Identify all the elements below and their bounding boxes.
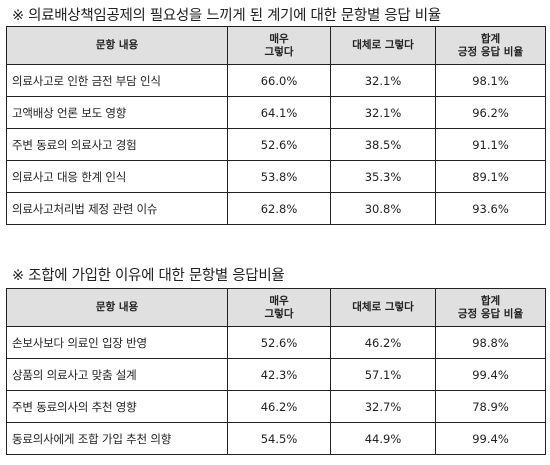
row-very: 52.6% xyxy=(227,326,331,359)
row-very: 42.3% xyxy=(227,358,331,391)
row-very: 53.8% xyxy=(227,160,331,193)
row-mostly: 44.9% xyxy=(330,422,436,455)
table-row: 주변 동료의 의료사고 경험 52.6% 38.5% 91.1% xyxy=(6,128,546,161)
row-very: 46.2% xyxy=(227,390,331,423)
header-mostly: 대체로 그렇다 xyxy=(330,288,436,327)
table-row: 상품의 의료사고 맞춤 설계 42.3% 57.1% 99.4% xyxy=(6,358,546,391)
row-total: 98.8% xyxy=(435,326,546,359)
row-item: 의료사고로 인한 금전 부담 인식 xyxy=(6,64,228,97)
row-very: 52.6% xyxy=(227,128,331,161)
row-total: 93.6% xyxy=(435,192,546,225)
section2-title: ※ 조합에 가입한 이유에 대한 문항별 응답비율 xyxy=(12,268,285,284)
table-row: 손보사보다 의료인 입장 반영 52.6% 46.2% 98.8% xyxy=(6,326,546,359)
header-item: 문항 내용 xyxy=(6,26,228,65)
row-item: 주변 동료의 의료사고 경험 xyxy=(6,128,228,161)
row-total: 99.4% xyxy=(435,358,546,391)
row-mostly: 35.3% xyxy=(330,160,436,193)
header-mostly: 대체로 그렇다 xyxy=(330,26,436,65)
row-total: 89.1% xyxy=(435,160,546,193)
table-header-row: 문항 내용 매우 그렇다 대체로 그렇다 합계 긍정 응답 비율 xyxy=(6,26,546,65)
row-total: 96.2% xyxy=(435,96,546,129)
header-very: 매우 그렇다 xyxy=(227,288,331,327)
table-header-row: 문항 내용 매우 그렇다 대체로 그렇다 합계 긍정 응답 비율 xyxy=(6,288,546,327)
row-total: 78.9% xyxy=(435,390,546,423)
row-item: 손보사보다 의료인 입장 반영 xyxy=(6,326,228,359)
row-very: 62.8% xyxy=(227,192,331,225)
row-mostly: 30.8% xyxy=(330,192,436,225)
table-row: 동료의사에게 조합 가입 추천 의향 54.5% 44.9% 99.4% xyxy=(6,422,546,455)
header-total: 합계 긍정 응답 비율 xyxy=(435,26,546,65)
row-item: 의료사고 대응 한계 인식 xyxy=(6,160,228,193)
row-total: 91.1% xyxy=(435,128,546,161)
row-item: 주변 동료의사의 추천 영향 xyxy=(6,390,228,423)
row-item: 동료의사에게 조합 가입 추천 의향 xyxy=(6,422,228,455)
row-total: 99.4% xyxy=(435,422,546,455)
response-table-1: 문항 내용 매우 그렇다 대체로 그렇다 합계 긍정 응답 비율 의료사고로 인… xyxy=(6,26,546,225)
header-total: 합계 긍정 응답 비율 xyxy=(435,288,546,327)
row-item: 상품의 의료사고 맞춤 설계 xyxy=(6,358,228,391)
table-row: 고액배상 언론 보도 영향 64.1% 32.1% 96.2% xyxy=(6,96,546,129)
row-very: 66.0% xyxy=(227,64,331,97)
row-item: 고액배상 언론 보도 영향 xyxy=(6,96,228,129)
table-row: 의료사고 대응 한계 인식 53.8% 35.3% 89.1% xyxy=(6,160,546,193)
row-mostly: 38.5% xyxy=(330,128,436,161)
section1-title: ※ 의료배상책임공제의 필요성을 느끼게 된 계기에 대한 문항별 응답 비율 xyxy=(12,8,441,24)
table-row: 의료사고로 인한 금전 부담 인식 66.0% 32.1% 98.1% xyxy=(6,64,546,97)
header-item: 문항 내용 xyxy=(6,288,228,327)
table-row: 주변 동료의사의 추천 영향 46.2% 32.7% 78.9% xyxy=(6,390,546,423)
row-item: 의료사고처리법 제정 관련 이슈 xyxy=(6,192,228,225)
row-mostly: 32.1% xyxy=(330,64,436,97)
row-mostly: 46.2% xyxy=(330,326,436,359)
row-very: 64.1% xyxy=(227,96,331,129)
row-mostly: 32.7% xyxy=(330,390,436,423)
header-very: 매우 그렇다 xyxy=(227,26,331,65)
table-row: 의료사고처리법 제정 관련 이슈 62.8% 30.8% 93.6% xyxy=(6,192,546,225)
response-table-2: 문항 내용 매우 그렇다 대체로 그렇다 합계 긍정 응답 비율 손보사보다 의… xyxy=(6,288,546,455)
row-very: 54.5% xyxy=(227,422,331,455)
row-mostly: 32.1% xyxy=(330,96,436,129)
row-mostly: 57.1% xyxy=(330,358,436,391)
row-total: 98.1% xyxy=(435,64,546,97)
